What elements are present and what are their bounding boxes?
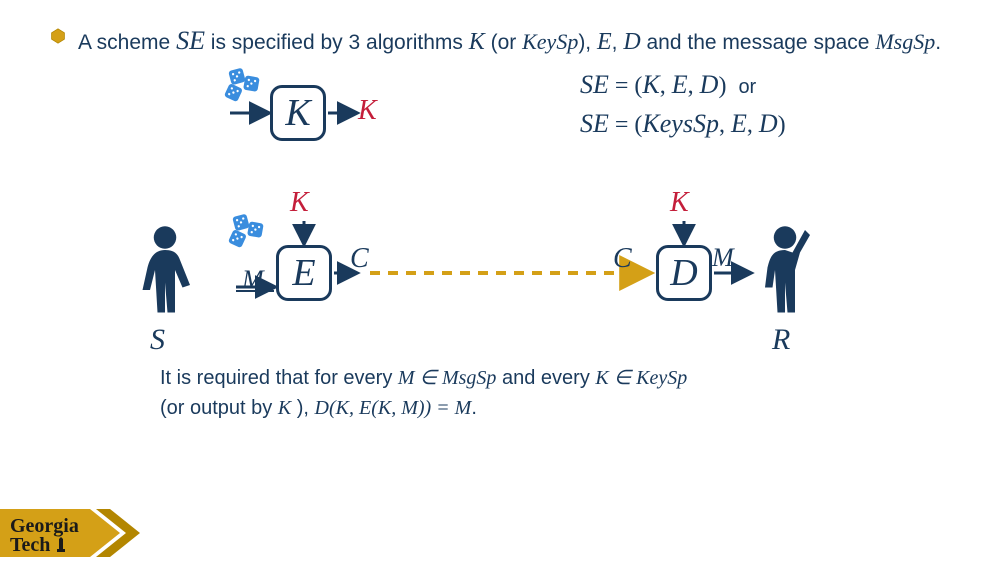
intro-D: D [623,29,640,55]
dice-icon [228,213,264,248]
label-C_in: C [613,243,632,275]
hex-bullet-icon [50,28,66,44]
intro-mid5: and the message space [641,31,876,54]
bt-p1: It is required that for every [160,367,398,389]
bt-m1: M ∈ [398,367,442,389]
label-K_topE: K [290,187,309,219]
bt-MsgSp: MsgSp [442,367,496,389]
intro-mid2: (or [485,31,522,54]
label-R: R [772,323,790,357]
correctness-text: It is required that for every M ∈ MsgSp … [160,363,920,423]
label-M_in: M [242,265,264,295]
intro-K: K [469,29,485,55]
dice-icon [224,67,260,102]
intro-text: A scheme SE is specified by 3 algorithms… [78,22,941,60]
intro-mid4: , [612,31,624,54]
tower-icon [55,537,67,553]
label-K_out: K [358,95,377,127]
arrow-layer [50,65,950,355]
intro-prefix: A scheme [78,31,176,54]
intro-mid3: ), [578,31,597,54]
bt-p2: and every [496,367,595,389]
receiver-person-icon [765,226,810,312]
label-C_out: C [350,243,369,275]
footer: Georgia Tech [0,503,1000,563]
intro-SE: SE [176,26,205,55]
bt-KeySp: KeySp [636,367,687,389]
label-S: S [150,323,165,357]
bt-K: K [278,397,291,419]
label-M_out: M [712,243,734,273]
bt-eq: D(K, E(K, M)) = M [315,397,472,419]
intro-KeySp: KeySp [522,29,578,54]
georgia-tech-logo: Georgia Tech [10,517,81,555]
bt-p3: (or output by [160,397,278,419]
intro-mid1: is specified by 3 algorithms [205,31,469,54]
scheme-diagram: SE = (K, E, D) or SE = (KeysSp, E, D) K … [50,65,950,355]
bt-m2: K ∈ [595,367,636,389]
intro-E: E [597,29,612,55]
sender-person-icon [143,226,191,312]
bt-end: . [471,397,477,419]
label-K_topD: K [670,187,689,219]
gt-tech: Tech [10,534,50,556]
bt-p4: ), [291,397,314,419]
intro-MsgSp: MsgSp [875,29,935,54]
intro-end: . [935,31,941,54]
